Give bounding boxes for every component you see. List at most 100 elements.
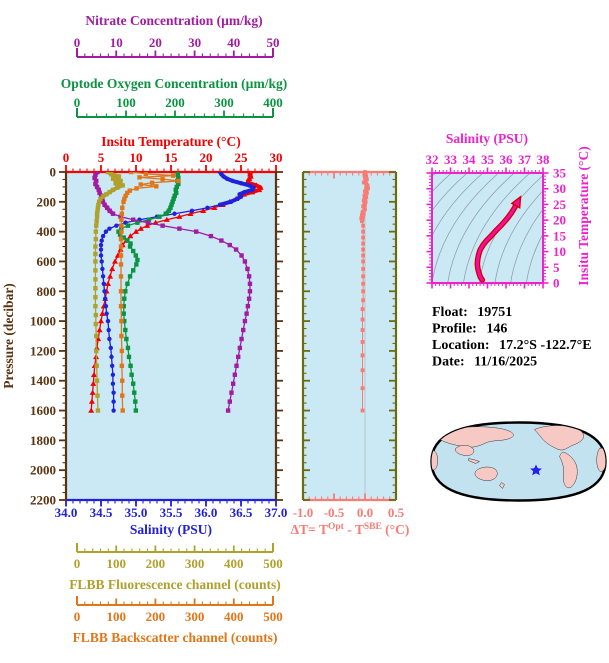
data-marker (360, 328, 365, 332)
data-marker (112, 258, 118, 264)
salinity-bottom-axis: 34.0 34.5 35.0 35.5 36.0 36.5 37.0 (55, 498, 287, 520)
data-marker (133, 408, 139, 413)
float-label: Float: (432, 305, 468, 320)
date-value: 11/16/2025 (474, 355, 537, 370)
data-marker (361, 281, 366, 286)
data-marker (96, 187, 101, 193)
tick-label: 400 (224, 556, 244, 571)
tick-label: 15 (165, 150, 179, 165)
data-marker (119, 223, 124, 228)
series-backscatter (118, 172, 181, 413)
tick-label: 25 (553, 197, 567, 212)
data-marker (113, 180, 118, 186)
tick-label: 30 (188, 35, 201, 50)
data-marker (91, 371, 97, 377)
temperature-top-axis: 0 5 10 15 20 25 30 (63, 150, 283, 174)
data-marker (138, 182, 143, 187)
pressure-axes: 0 200 400 600 800 1000 1200 1400 1600 1800 2000 220… (30, 165, 283, 508)
map-south-america (559, 451, 578, 489)
tick-label: 20 (553, 213, 566, 228)
data-marker (171, 196, 176, 202)
data-marker (230, 178, 235, 184)
data-marker (174, 184, 179, 190)
data-marker (361, 180, 366, 185)
data-marker (123, 289, 128, 294)
data-marker (104, 192, 109, 197)
data-marker (172, 193, 177, 199)
data-marker (123, 193, 128, 199)
data-marker (106, 327, 111, 333)
data-marker (360, 219, 364, 224)
data-marker (236, 354, 241, 360)
data-marker (118, 236, 124, 242)
data-marker (205, 205, 210, 210)
tick-label: 20 (149, 35, 162, 50)
data-marker (99, 259, 104, 264)
tick-label: 10 (553, 244, 566, 259)
tick-label: 30 (270, 150, 283, 165)
data-marker (98, 242, 104, 248)
data-marker (225, 408, 231, 413)
tick-label: 0 (63, 150, 70, 165)
data-marker (94, 348, 99, 354)
data-marker (118, 253, 124, 258)
data-marker (98, 247, 104, 252)
data-marker (133, 399, 138, 404)
data-marker (121, 303, 126, 309)
tick-label: 33 (444, 152, 458, 167)
ts-curve (474, 195, 522, 283)
data-marker (131, 217, 136, 222)
data-marker (94, 223, 99, 228)
data-marker (103, 296, 108, 301)
data-marker (104, 205, 110, 210)
data-marker (118, 274, 124, 279)
data-marker (234, 363, 239, 369)
data-marker (245, 303, 251, 309)
data-marker (98, 318, 104, 324)
data-marker (94, 178, 99, 184)
data-marker (170, 199, 175, 205)
data-marker (118, 244, 124, 249)
data-marker (98, 196, 103, 202)
data-marker (93, 172, 98, 178)
tick-label: 1600 (30, 403, 56, 418)
data-marker (361, 235, 366, 240)
data-marker (93, 303, 98, 309)
data-marker (88, 398, 95, 404)
tick-label: 300 (185, 609, 205, 624)
data-marker (233, 247, 239, 252)
data-marker (119, 217, 124, 222)
data-marker (103, 229, 109, 234)
tick-label: 36.5 (230, 505, 253, 520)
data-marker (110, 211, 116, 216)
data-marker (116, 229, 121, 234)
data-marker (208, 233, 214, 239)
map-landmasses (431, 424, 606, 489)
data-marker (361, 223, 366, 228)
data-marker (235, 196, 240, 202)
nitrate-axis-title: Nitrate Concentration (µm/kg) (85, 13, 262, 28)
tick-label: 400 (263, 95, 283, 110)
data-marker (107, 336, 112, 342)
oxygen-scale-bar: 0 100 200 300 400 (74, 95, 283, 118)
data-marker (120, 393, 125, 398)
location-label: Location: (432, 338, 490, 353)
data-marker (137, 225, 144, 231)
tick-label: 37 (518, 152, 532, 167)
data-marker (111, 390, 116, 395)
data-marker (187, 210, 194, 216)
profile-value: 146 (486, 322, 507, 337)
tick-label: 1400 (30, 373, 56, 388)
data-marker (94, 214, 100, 219)
series-oxygen (116, 172, 181, 413)
data-marker (96, 327, 103, 333)
data-marker (123, 327, 128, 333)
data-marker (102, 289, 107, 294)
data-marker (121, 311, 126, 316)
tick-label: 0 (553, 276, 560, 291)
temperature-axis-title: Insitu Temperature (°C) (101, 134, 240, 149)
data-marker (100, 266, 105, 272)
